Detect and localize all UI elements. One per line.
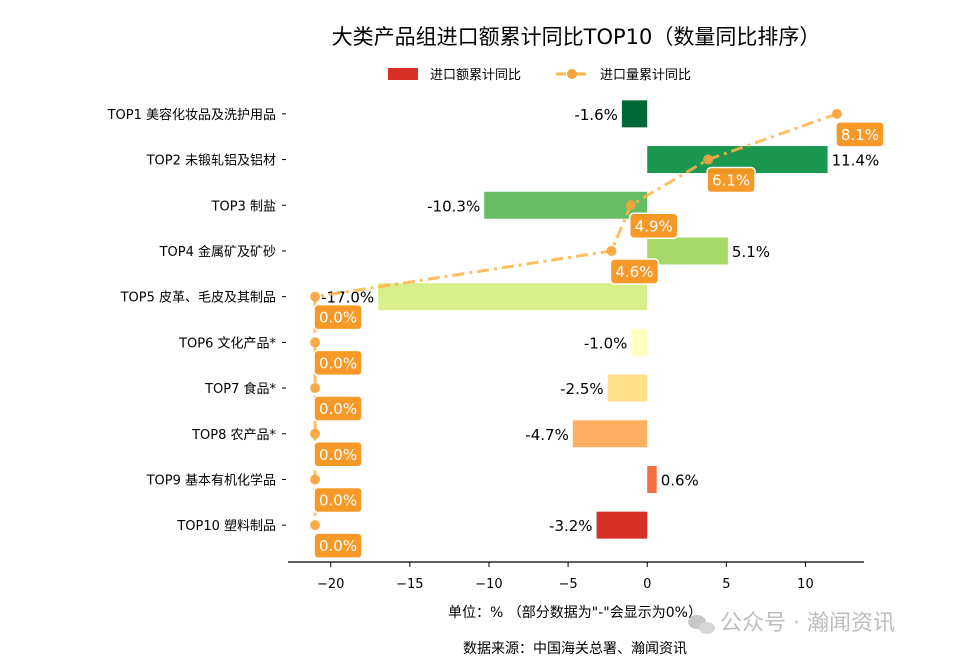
- line-point: [310, 474, 321, 485]
- line-value-label: 0.0%: [319, 537, 357, 555]
- x-tick-label: 5: [722, 577, 730, 592]
- category-label: TOP5 皮革、毛皮及其制品: [120, 291, 276, 306]
- legend-bar-label: 进口额累计同比: [430, 68, 521, 83]
- legend: 进口额累计同比 进口量累计同比: [388, 68, 691, 83]
- category-label: TOP1 美容化妆品及洗护用品: [107, 107, 276, 123]
- bar-value-label: -10.3%: [427, 197, 480, 215]
- line-value-label: 0.0%: [319, 491, 357, 509]
- line-value-label: 4.9%: [635, 217, 673, 235]
- category-label: TOP7 食品*: [204, 381, 276, 397]
- line-value-badge: [835, 121, 885, 148]
- line-value-badge: [629, 212, 679, 239]
- category-label: TOP8 农产品*: [191, 428, 276, 443]
- category-label: TOP9 基本有机化学品: [146, 472, 276, 488]
- series-line: [313, 112, 838, 526]
- x-tick-label: 10: [797, 577, 814, 592]
- bar: [647, 237, 728, 265]
- line-value-badge: [609, 258, 660, 285]
- category-label: TOP3 制盐: [211, 199, 276, 214]
- watermark-text: 公众号 · 瀚闻资讯: [720, 611, 895, 636]
- bar: [484, 191, 648, 219]
- line-value-label: 6.1%: [712, 172, 750, 190]
- line-value-badge: [313, 532, 363, 559]
- bar-value-label: -4.7%: [525, 426, 569, 444]
- line-value-label: 4.6%: [615, 263, 653, 281]
- line-value-badge: [706, 166, 756, 194]
- line-point: [310, 428, 321, 439]
- bar-value-label: -2.5%: [560, 380, 604, 398]
- bar-value-label: 5.1%: [732, 243, 770, 261]
- line-value-badge: [313, 395, 363, 422]
- line-point: [703, 154, 714, 165]
- category-label: TOP4 金属矿及矿砂: [159, 244, 276, 260]
- line-point: [606, 245, 617, 256]
- legend-line-marker: [567, 69, 577, 79]
- line-value-label: 0.0%: [319, 354, 357, 372]
- bar-value-label: -1.0%: [584, 334, 628, 352]
- bar: [572, 420, 648, 448]
- category-label: TOP2 未锻轧铝及铝材: [146, 154, 276, 169]
- x-axis-label: 单位：% （部分数据为"-"会显示为0%）: [448, 605, 702, 621]
- source-note: 数据来源：中国海关总署、瀚闻资讯: [463, 641, 687, 657]
- line-value-badge: [313, 486, 363, 514]
- line-value-label: 0.0%: [319, 400, 357, 418]
- line-value-badge: [313, 349, 363, 377]
- bar: [647, 465, 657, 493]
- category-label: TOP10 塑料制品: [176, 519, 276, 534]
- bar: [378, 283, 648, 311]
- watermark: 公众号 · 瀚闻资讯: [688, 611, 895, 636]
- legend-line-label: 进口量累计同比: [600, 68, 691, 83]
- category-label: TOP6 文化产品*: [178, 336, 276, 351]
- legend-bar-swatch: [388, 68, 418, 80]
- bar: [607, 374, 648, 402]
- line-point: [310, 291, 321, 302]
- x-tick-label: −20: [317, 577, 344, 592]
- bar-value-label: -1.6%: [574, 106, 618, 124]
- bar-value-label: 11.4%: [832, 152, 880, 170]
- x-tick-label: −15: [396, 577, 423, 592]
- line-value-label: 0.0%: [319, 446, 357, 464]
- line-value-badge: [313, 441, 363, 468]
- line-point: [310, 337, 321, 348]
- line-point: [831, 108, 842, 119]
- x-tick-label: 0: [643, 577, 651, 592]
- line-point: [310, 520, 321, 531]
- line-value-label: 8.1%: [841, 126, 879, 144]
- line-point: [310, 383, 321, 394]
- bar-value-label: 0.6%: [661, 471, 699, 489]
- x-tick-label: −10: [475, 577, 502, 592]
- bar: [631, 328, 648, 356]
- line-value-label: 0.0%: [319, 309, 357, 327]
- line-point: [625, 200, 636, 211]
- chart-title: 大类产品组进口额累计同比TOP10（数量同比排序）: [332, 25, 821, 49]
- bar-value-label: -3.2%: [549, 517, 593, 535]
- bar: [596, 511, 648, 539]
- line-value-badge: [313, 303, 363, 331]
- x-tick-label: −5: [559, 577, 578, 592]
- bar: [621, 100, 648, 128]
